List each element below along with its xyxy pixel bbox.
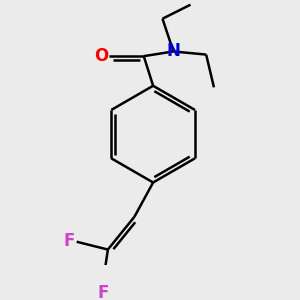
Text: N: N [167,43,180,61]
Text: F: F [98,284,109,300]
Text: O: O [94,47,109,65]
Text: F: F [64,232,75,250]
